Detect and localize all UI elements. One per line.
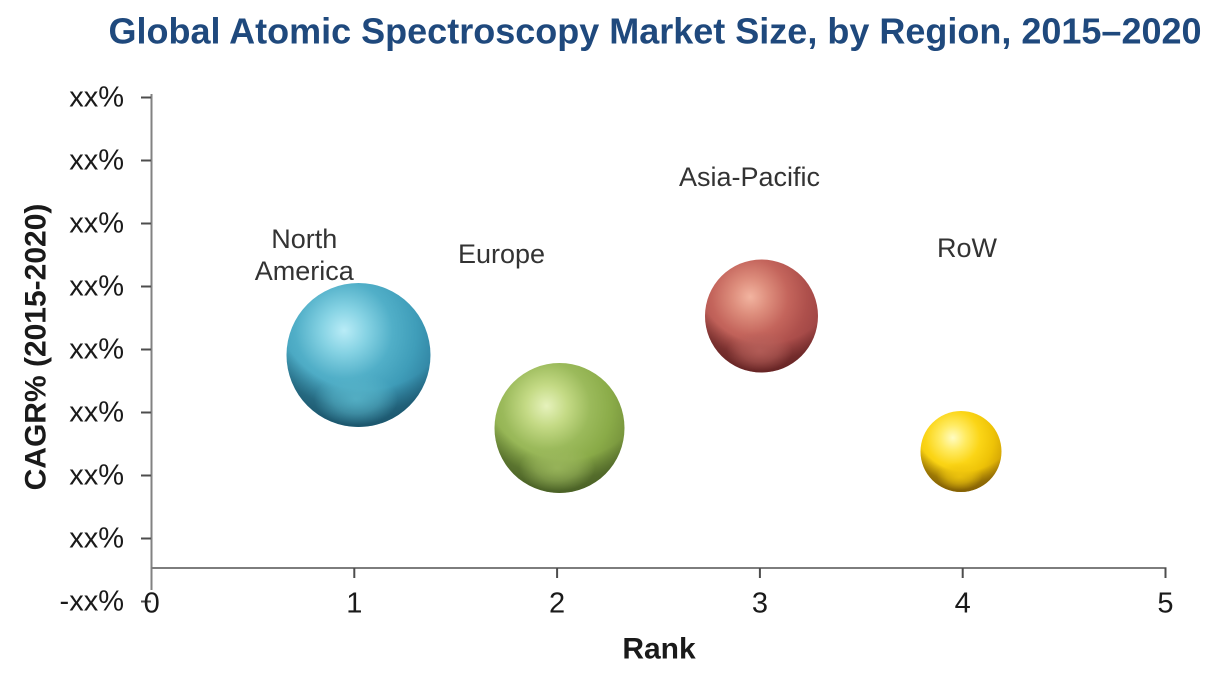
svg-text:North: North: [271, 224, 337, 254]
svg-text:0: 0: [144, 588, 160, 620]
svg-text:xx%: xx%: [69, 82, 124, 114]
svg-text:Global Atomic Spectroscopy Mar: Global Atomic Spectroscopy Market Size, …: [108, 11, 1201, 52]
svg-text:Asia-Pacific: Asia-Pacific: [679, 162, 820, 192]
svg-text:-xx%: -xx%: [60, 586, 124, 618]
svg-text:5: 5: [1157, 588, 1173, 620]
svg-text:xx%: xx%: [69, 271, 124, 303]
svg-text:4: 4: [955, 588, 971, 620]
svg-text:xx%: xx%: [69, 523, 124, 555]
svg-text:3: 3: [752, 588, 768, 620]
svg-text:xx%: xx%: [69, 334, 124, 366]
svg-text:xx%: xx%: [69, 397, 124, 429]
svg-text:xx%: xx%: [69, 208, 124, 240]
svg-text:Rank: Rank: [622, 633, 696, 666]
svg-text:RoW: RoW: [937, 233, 998, 263]
svg-text:CAGR% (2015-2020): CAGR% (2015-2020): [20, 204, 53, 491]
svg-text:America: America: [255, 256, 355, 286]
svg-text:xx%: xx%: [69, 460, 124, 492]
svg-text:1: 1: [346, 588, 362, 620]
svg-text:2: 2: [549, 588, 565, 620]
svg-text:xx%: xx%: [69, 145, 124, 177]
svg-text:Europe: Europe: [458, 239, 545, 269]
